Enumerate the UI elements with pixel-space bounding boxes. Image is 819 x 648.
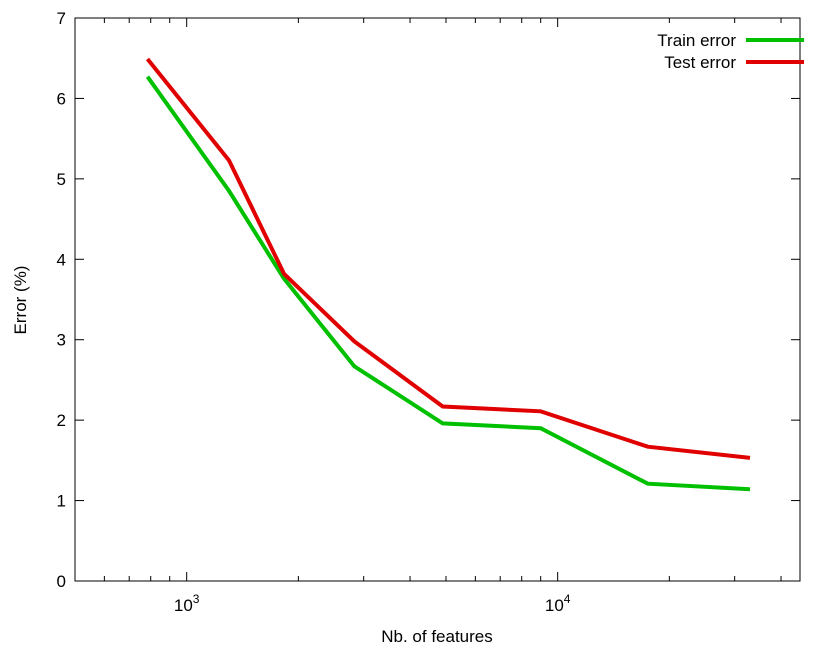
y-axis-label: Error (%) [11, 266, 30, 335]
plot-frame [74, 17, 801, 582]
y-tick-label: 7 [57, 9, 66, 28]
x-tick-label: 104 [545, 592, 571, 615]
y-tick-label: 4 [57, 250, 66, 269]
x-axis-label: Nb. of features [381, 627, 493, 646]
legend: Train error Test error [657, 31, 804, 72]
y-tick-label: 6 [57, 89, 66, 108]
y-tick-label: 5 [57, 170, 66, 189]
y-tick-label: 2 [57, 411, 66, 430]
legend-label: Train error [657, 31, 736, 50]
series-lines [145, 57, 751, 492]
y-tick-labels: 0 1 2 3 4 5 6 7 [57, 9, 66, 591]
x-tick-label: 103 [174, 592, 200, 615]
legend-label: Test error [664, 53, 736, 72]
y-tick-label: 3 [57, 331, 66, 350]
y-tick-label: 1 [57, 492, 66, 511]
series-line-train-error [145, 75, 751, 492]
series-line-test-error [145, 57, 751, 460]
axis-ticks [74, 17, 800, 582]
y-tick-label: 0 [57, 572, 66, 591]
x-tick-labels: 103 104 [174, 592, 571, 615]
